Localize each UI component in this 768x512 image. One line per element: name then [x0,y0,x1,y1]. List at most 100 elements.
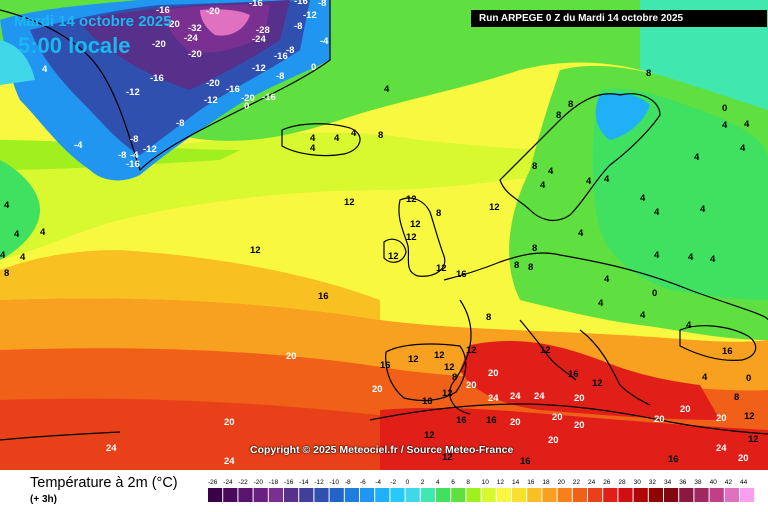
legend-tick-label: -24 [223,479,233,486]
isotherm-label: 4 [578,228,584,239]
isotherm-label: 12 [410,219,421,230]
isotherm-label: 0 [244,101,249,112]
legend-swatch [344,488,359,502]
legend-tick-label: 36 [679,479,687,486]
isotherm-label: -20 [206,78,220,89]
legend-tick-label: 8 [466,479,470,486]
variable-title: Température à 2m (°C) [30,475,178,491]
legend-swatch [284,488,299,502]
isotherm-label: 20 [680,404,691,415]
isotherm-label: 8 [556,110,561,121]
isotherm-label: -4 [74,140,83,151]
legend-tick-label: -26 [208,479,218,486]
legend-tick-label: -8 [345,479,351,486]
isotherm-label: 12 [744,411,755,422]
lead-time: (+ 3h) [30,494,57,505]
legend-tick-label: 12 [497,479,505,486]
isotherm-label: 20 [552,412,563,423]
isotherm-label: 20 [510,417,521,428]
isotherm-label: -12 [252,63,266,74]
legend-swatch [648,488,663,502]
isotherm-label: 12 [489,202,500,213]
legend-swatch [572,488,587,502]
legend-tick-label: -22 [238,479,248,486]
isotherm-label: 4 [686,320,692,331]
legend-swatch [420,488,435,502]
isotherm-label: 12 [388,251,399,262]
isotherm-label: 16 [456,269,467,280]
isotherm-label: 4 [722,120,728,131]
legend-tick-label: -18 [269,479,279,486]
legend-tick-label: 4 [436,479,440,486]
isotherm-label: -8 [294,21,302,32]
legend-tick-label: 26 [603,479,611,486]
isotherm-label: 4 [604,274,610,285]
coastlines [0,0,768,441]
isotherm-label: 4 [700,204,706,215]
isotherm-label: -12 [303,10,317,21]
isotherm-label: 24 [510,391,521,402]
isotherm-label: 4 [654,207,660,218]
isotherm-label: 4 [334,133,340,144]
legend-tick-label: 38 [694,479,702,486]
isotherm-label: 12 [466,345,477,356]
isotherm-label: 20 [466,380,477,391]
isotherm-label: -12 [126,87,140,98]
isotherm-label: 4 [640,310,646,321]
legend-swatch [466,488,481,502]
legend-tick-label: 40 [710,479,718,486]
legend-swatch [679,488,694,502]
isotherm-label: 8 [452,372,457,383]
isotherm-label: 4 [0,250,6,261]
legend-tick-label: -2 [390,479,396,486]
isotherm-label: -12 [204,95,218,106]
legend-tick-label: -4 [375,479,381,486]
isotherm-label: -20 [152,39,166,50]
map-canvas: -16 -16 -8-12-20-16-20 -32-24-20-28-24-8-4-… [0,0,768,470]
isotherm-label: 8 [734,392,739,403]
legend-swatch [299,488,314,502]
isotherm-label: 12 [250,245,261,256]
isotherm-label: 4 [688,252,694,263]
legend-swatch [481,488,496,502]
isotherm-label: 20 [574,420,585,431]
isotherm-label: 8 [378,130,383,141]
isotherm-label: 4 [740,143,746,154]
isotherm-label: -16 [274,51,288,62]
legend-tick-label: -20 [254,479,264,486]
isotherm-label: -4 [320,36,329,47]
isotherm-label: -16 [249,0,263,9]
isotherm-label: 4 [4,200,10,211]
legend-swatch [588,488,603,502]
isotherm-label: -8 [318,0,326,9]
isotherm-label: -16 [262,92,276,103]
forecast-time: 5:00 locale [18,33,131,58]
legend-tick-label: -12 [314,479,324,486]
isotherm-label: 12 [434,350,445,361]
isotherm-label: 4 [604,174,610,185]
legend-swatch [223,488,238,502]
isotherm-label: 16 [722,346,733,357]
legend-swatch [527,488,542,502]
isotherm-label: 24 [716,443,727,454]
isotherm-label: 4 [640,193,646,204]
isotherm-label: -8 [276,71,284,82]
legend-swatch [542,488,557,502]
isotherm-label: -8 [130,134,138,145]
legend-swatch [694,488,709,502]
legend-swatch [451,488,466,502]
isotherm-label: 24 [488,393,499,404]
legend-tick-label: 20 [558,479,566,486]
isotherm-labels: -16 -16 -8-12-20-16-20 -32-24-20-28-24-8-4-… [0,0,759,467]
isotherm-label: 8 [486,312,491,323]
legend-swatch [329,488,344,502]
isotherm-label: 8 [532,161,537,172]
legend-swatch [709,488,724,502]
isotherm-label: 4 [744,119,750,130]
isotherm-label: 20 [488,368,499,379]
isotherm-label: -16 [226,84,240,95]
legend-swatch [268,488,283,502]
isotherm-label: 4 [654,250,660,261]
isotherm-label: 4 [20,252,26,263]
legend-tick-label: 28 [618,479,626,486]
